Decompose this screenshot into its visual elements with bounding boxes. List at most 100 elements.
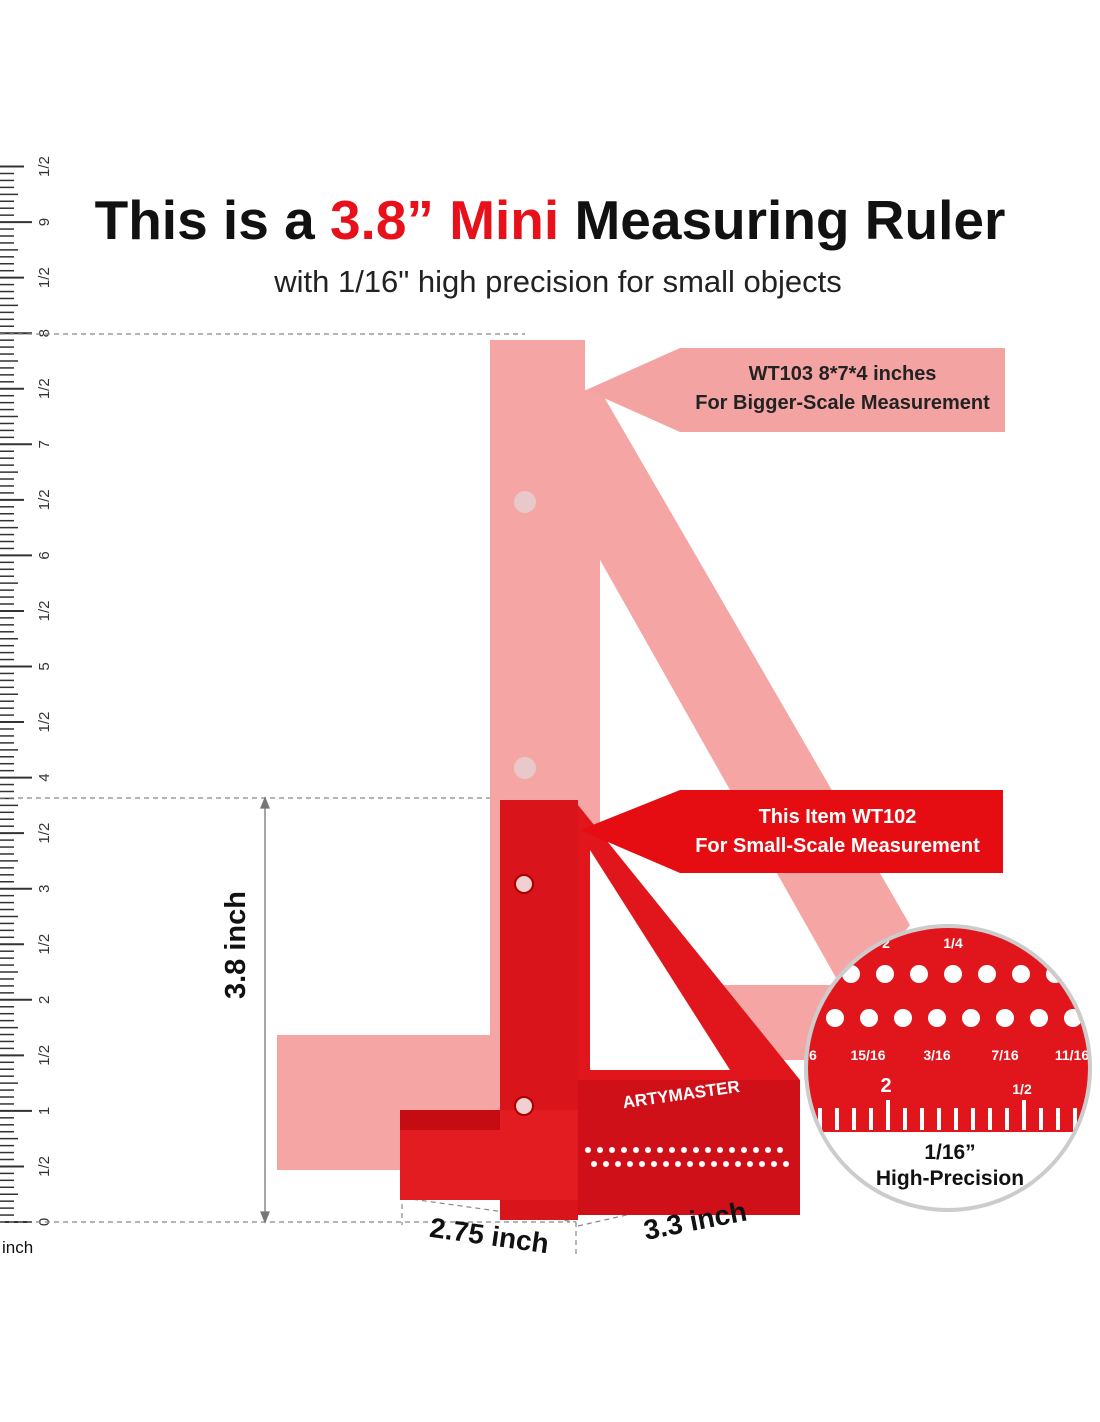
gauge-hole [996, 1009, 1014, 1027]
mark-label: 1/4 [943, 935, 963, 951]
ruler-label: 1/2 [36, 489, 53, 510]
gauge-hole [723, 1161, 729, 1167]
callout-wt103-shape [586, 348, 1005, 432]
gauge-hole [615, 1161, 621, 1167]
gauge-hole [585, 1147, 591, 1153]
gauge-hole [741, 1147, 747, 1153]
ruler-label: 8 [36, 329, 53, 337]
scale-tick [903, 1108, 907, 1130]
gauge-hole [962, 1009, 980, 1027]
scale-tick [1005, 1108, 1009, 1130]
gauge-hole [645, 1147, 651, 1153]
ruler-label: 7 [36, 440, 53, 448]
gauge-hole [771, 1161, 777, 1167]
gauge-hole [627, 1161, 633, 1167]
ruler-label: 1/2 [36, 267, 53, 288]
height-dimension-label: 3.8 inch [220, 891, 252, 999]
gauge-hole [609, 1147, 615, 1153]
ruler-label: 1/2 [36, 712, 53, 733]
ruler-label: 1/2 [36, 378, 53, 399]
gauge-hole [759, 1161, 765, 1167]
gauge-hole [765, 1147, 771, 1153]
gauge-hole [735, 1161, 741, 1167]
scale-tick [1073, 1108, 1077, 1130]
headline-suffix: Measuring Ruler [559, 189, 1006, 251]
gauge-hole [711, 1161, 717, 1167]
ruler-label: 9 [36, 218, 53, 226]
scale-tick [954, 1108, 958, 1130]
callout-line: This Item WT102 [758, 806, 917, 828]
fraction-label: 15/16 [850, 1047, 885, 1063]
gauge-hole [597, 1147, 603, 1153]
mark-label: 1/2 [1012, 1081, 1032, 1097]
gauge-hole [633, 1147, 639, 1153]
gauge-hole [777, 1147, 783, 1153]
scale-tick [937, 1108, 941, 1130]
gauge-hole [894, 1009, 912, 1027]
detail-magnifier: /16 15/16 3/16 7/16 11/16 2 1/4 2 1/2 [804, 924, 1094, 1212]
side-ruler: 0 1/2 1 1/2 2 1/2 3 1/2 4 1/2 5 1/2 6 1/2 7 1/2 8 1/2 9 1/2 [0, 156, 53, 1226]
gauge-hole [621, 1147, 627, 1153]
ruler-label: 1/2 [36, 934, 53, 955]
gauge-hole [663, 1161, 669, 1167]
ruler-label: 0 [36, 1218, 53, 1226]
gauge-hole [1012, 965, 1030, 983]
callout-line: WT103 8*7*4 inches [748, 363, 937, 385]
scale-tick [971, 1108, 975, 1130]
mark-label: 2 [880, 1075, 891, 1097]
gauge-hole [826, 1009, 844, 1027]
gauge-hole [699, 1161, 705, 1167]
gauge-hole [675, 1161, 681, 1167]
gauge-hole [669, 1147, 675, 1153]
gauge-hole [603, 1161, 609, 1167]
gauge-hole [729, 1147, 735, 1153]
ruler-label: 1/2 [36, 1045, 53, 1066]
scale-tick [988, 1108, 992, 1130]
callout-wt102: This Item WT102 For Small-Scale Measurem… [675, 803, 1000, 861]
gauge-hole [978, 965, 996, 983]
scale-tick [1022, 1100, 1026, 1130]
scale-tick [869, 1108, 873, 1130]
gauge-hole [910, 965, 928, 983]
scale-tick [1090, 1108, 1094, 1130]
ruler-label: 1/2 [36, 1156, 53, 1177]
gauge-hole [944, 965, 962, 983]
headline-highlight: 3.8” Mini [329, 189, 560, 251]
callout-wt102-shape [580, 790, 1003, 873]
fraction-label: 11/16 [1055, 1047, 1089, 1063]
gauge-hole [681, 1147, 687, 1153]
precision-value: 1/16” [924, 1141, 976, 1164]
gauge-hole [693, 1147, 699, 1153]
ruler-label: 4 [36, 773, 53, 781]
wt102-square: ARTYMASTER [400, 800, 800, 1220]
gauge-hole [687, 1161, 693, 1167]
gauge-hole [651, 1161, 657, 1167]
ruler-unit-label: inch [2, 1238, 34, 1257]
gauge-hole [1030, 1009, 1048, 1027]
height-dimension-arrow [260, 796, 270, 1224]
scale-tick [852, 1108, 856, 1130]
scale-tick [1039, 1108, 1043, 1130]
ruler-label: 2 [36, 996, 53, 1004]
ruler-label: 1 [36, 1107, 53, 1115]
ruler-label: 1/2 [36, 823, 53, 844]
gauge-hole [783, 1161, 789, 1167]
gauge-hole [717, 1147, 723, 1153]
ruler-label: 6 [36, 551, 53, 559]
scale-tick [1056, 1108, 1060, 1130]
gauge-hole [753, 1147, 759, 1153]
fraction-label: 7/16 [991, 1047, 1018, 1063]
gauge-hole [860, 1009, 878, 1027]
gauge-hole [705, 1147, 711, 1153]
ruler-label: 1/2 [36, 156, 53, 177]
mark-label: 2 [882, 935, 890, 951]
ruler-label: 5 [36, 662, 53, 670]
fraction-label: 3/16 [923, 1047, 950, 1063]
precision-label: High-Precision [875, 1167, 1025, 1190]
subtitle: with 1/16" high precision for small obje… [274, 264, 842, 299]
scale-tick [886, 1100, 890, 1130]
gauge-holes [585, 1147, 789, 1167]
ruler-label: 3 [36, 885, 53, 893]
